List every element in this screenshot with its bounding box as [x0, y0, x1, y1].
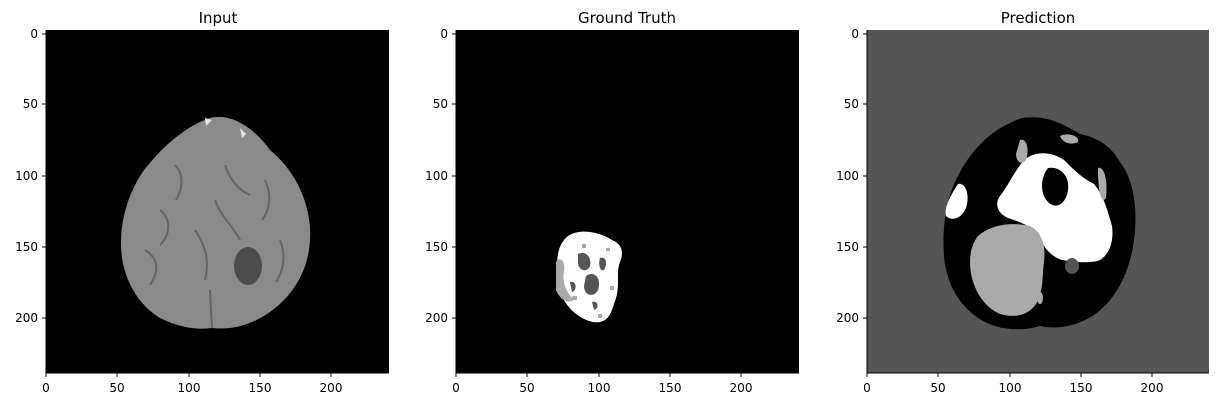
prediction-black-hole: [1042, 167, 1069, 206]
x-tick-label: 200: [1141, 381, 1164, 395]
panel-input: Input: [15, 9, 389, 395]
panel-prediction: Prediction: [836, 9, 1209, 395]
axis-frame-ground-truth: [455, 30, 799, 374]
x-tick-label: 150: [659, 381, 682, 395]
axis-frame-input: [45, 30, 389, 374]
prediction-gray-spot: [1037, 292, 1043, 304]
x-tick-label: 100: [178, 381, 201, 395]
x-tick-label: 100: [588, 381, 611, 395]
x-tick-label: 0: [42, 381, 50, 395]
tumor-mask-edema: [556, 259, 574, 302]
x-tick-label: 150: [1070, 381, 1093, 395]
panel-title-input: Input: [199, 9, 238, 27]
prediction-white-region: [997, 153, 1113, 263]
panel-ground-truth: Ground Truth: [425, 9, 799, 395]
prediction-gray-small: [1098, 167, 1107, 200]
tumor-mask-speckle: [572, 244, 614, 318]
brain-texture: [144, 164, 285, 329]
x-tick-label: 200: [320, 381, 343, 395]
x-tick-label: 100: [999, 381, 1022, 395]
ticks-ground-truth: [452, 33, 742, 377]
ticks-prediction: [863, 33, 1153, 377]
image-prediction: [867, 30, 1209, 373]
ticks-input: [42, 33, 332, 377]
prediction-gray-region: [970, 224, 1045, 316]
prediction-gray-small: [1016, 139, 1028, 163]
x-tick-label: 50: [519, 381, 534, 395]
y-tick-label: 50: [23, 97, 38, 111]
y-tick-label: 200: [836, 311, 859, 325]
y-tick-label: 200: [425, 311, 448, 325]
y-tick-label: 0: [440, 27, 448, 41]
x-tick-label: 200: [730, 381, 753, 395]
x-tick-label: 0: [452, 381, 460, 395]
prediction-white-left: [945, 183, 968, 219]
y-tick-label: 50: [844, 97, 859, 111]
bright-spot: [205, 118, 212, 126]
y-tick-label: 150: [425, 240, 448, 254]
x-tick-label: 0: [863, 381, 871, 395]
x-tick-label: 150: [249, 381, 272, 395]
image-background: [456, 30, 799, 373]
y-tick-label: 150: [836, 240, 859, 254]
y-tick-label: 50: [433, 97, 448, 111]
y-tick-label: 100: [425, 169, 448, 183]
prediction-dark-spot: [1065, 258, 1079, 274]
x-tick-label: 50: [109, 381, 124, 395]
tumor-mask-core: [570, 252, 607, 310]
brain-slice: [120, 116, 311, 329]
y-tick-label: 100: [836, 169, 859, 183]
y-tick-label: 200: [15, 311, 38, 325]
lesion: [234, 247, 262, 285]
panel-title-ground-truth: Ground Truth: [578, 9, 676, 27]
bright-spot: [240, 128, 246, 138]
x-tick-label: 50: [930, 381, 945, 395]
y-tick-label: 0: [851, 27, 859, 41]
image-input: [46, 30, 389, 373]
y-tick-label: 100: [15, 169, 38, 183]
y-tick-label: 150: [15, 240, 38, 254]
panel-title-prediction: Prediction: [1001, 9, 1076, 27]
image-ground-truth: [456, 30, 799, 373]
prediction-gray-small: [1060, 134, 1079, 144]
y-tick-label: 0: [30, 27, 38, 41]
